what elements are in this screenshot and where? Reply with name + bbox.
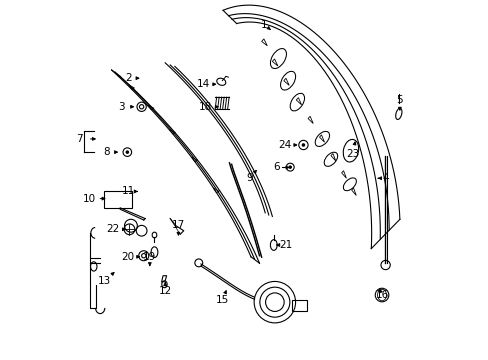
Text: 23: 23 — [345, 149, 358, 159]
Text: 20: 20 — [121, 252, 134, 262]
Circle shape — [125, 150, 129, 154]
Text: 6: 6 — [273, 162, 280, 172]
Text: 19: 19 — [143, 252, 156, 262]
Text: 16: 16 — [375, 290, 388, 300]
Text: 9: 9 — [246, 173, 253, 183]
Text: 22: 22 — [106, 224, 120, 234]
Text: 13: 13 — [98, 276, 111, 286]
Text: 8: 8 — [103, 147, 110, 157]
Text: 7: 7 — [76, 134, 82, 144]
Text: 5: 5 — [396, 95, 403, 105]
Circle shape — [288, 165, 291, 169]
Text: 2: 2 — [125, 73, 131, 83]
Text: 24: 24 — [277, 140, 290, 150]
Text: 11: 11 — [122, 186, 135, 197]
Text: 1: 1 — [260, 19, 267, 30]
Text: 10: 10 — [82, 194, 96, 203]
Text: 12: 12 — [158, 287, 171, 296]
Text: 3: 3 — [118, 102, 124, 112]
Text: 21: 21 — [278, 240, 292, 250]
Text: 15: 15 — [215, 295, 228, 305]
Text: 17: 17 — [171, 220, 184, 230]
Circle shape — [301, 143, 305, 147]
Text: 4: 4 — [382, 173, 388, 183]
Text: 18: 18 — [199, 102, 212, 112]
Text: 14: 14 — [196, 79, 210, 89]
